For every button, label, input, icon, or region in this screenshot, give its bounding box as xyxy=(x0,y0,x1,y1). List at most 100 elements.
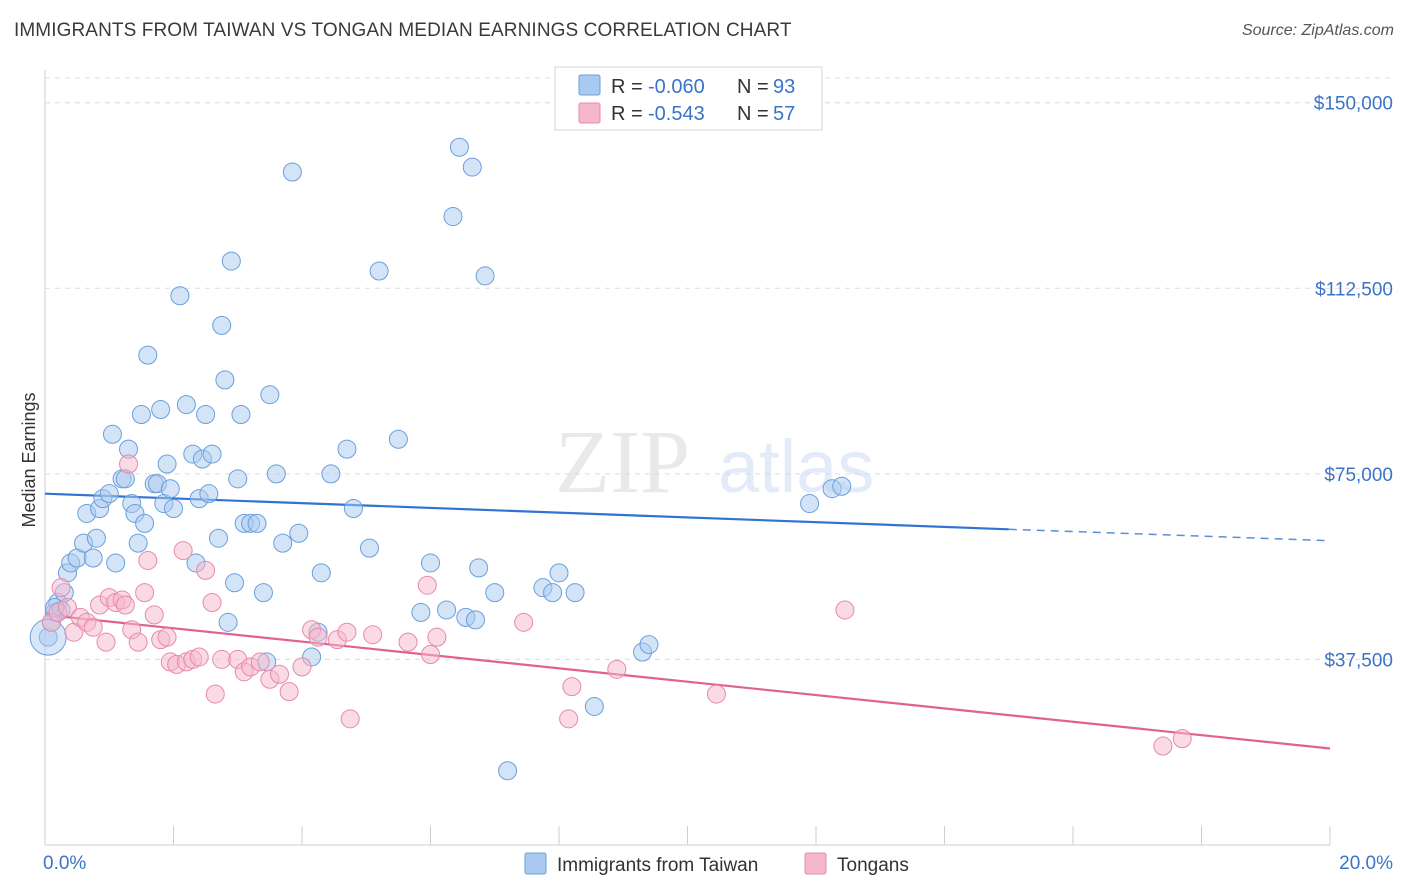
stats-legend: R = -0.060 N = 93 R = -0.543 N = 57 xyxy=(554,66,823,131)
point-tongan xyxy=(173,541,193,561)
point-tongan xyxy=(51,578,71,598)
point-taiwan xyxy=(199,484,219,504)
point-tongan xyxy=(292,657,312,677)
point-tongan xyxy=(559,709,579,729)
point-taiwan xyxy=(215,370,235,390)
point-tongan xyxy=(202,593,222,613)
x-tick-label-max: 20.0% xyxy=(1339,853,1393,874)
point-taiwan xyxy=(202,444,222,464)
point-taiwan xyxy=(800,494,820,514)
point-taiwan xyxy=(639,635,659,655)
point-taiwan xyxy=(221,251,241,271)
point-taiwan xyxy=(832,476,852,496)
point-taiwan xyxy=(260,385,280,405)
point-taiwan xyxy=(411,602,431,622)
point-tongan xyxy=(157,627,177,647)
bottom-legend-swatch-taiwan xyxy=(524,852,547,875)
point-tongan xyxy=(144,605,164,625)
point-tongan xyxy=(128,632,148,652)
point-tongan xyxy=(115,595,135,615)
point-taiwan xyxy=(498,761,518,781)
axes xyxy=(44,70,1331,846)
point-tongan xyxy=(337,622,357,642)
point-taiwan xyxy=(437,600,457,620)
tick-labels: $37,500 $75,000 $112,500 $150,000 0.0% 20.0% xyxy=(43,94,1393,874)
point-tongan xyxy=(706,684,726,704)
point-taiwan xyxy=(443,207,463,227)
point-taiwan xyxy=(282,162,302,182)
watermark-zip: ZIP xyxy=(555,413,690,512)
point-taiwan xyxy=(253,583,273,603)
legend-r-label-tongan: R = xyxy=(611,103,643,125)
point-tongan xyxy=(421,644,440,664)
point-taiwan xyxy=(102,424,122,444)
point-taiwan xyxy=(549,563,569,583)
point-taiwan xyxy=(359,538,379,558)
point-taiwan xyxy=(321,464,341,484)
point-tongan xyxy=(57,597,77,617)
point-tongan xyxy=(514,612,534,632)
point-taiwan xyxy=(266,464,286,484)
y-tick-label: $37,500 xyxy=(1324,650,1393,671)
point-taiwan xyxy=(449,137,469,157)
point-taiwan xyxy=(421,553,440,573)
point-tongan xyxy=(398,632,418,652)
point-taiwan xyxy=(337,439,357,459)
point-tongan xyxy=(83,617,103,637)
legend-n-label-tongan: N = xyxy=(737,103,769,125)
point-tongan xyxy=(363,625,383,645)
trend-lines xyxy=(44,492,1331,750)
point-tongan xyxy=(340,709,360,729)
point-taiwan xyxy=(157,454,177,474)
point-taiwan xyxy=(176,395,196,415)
trend-line-taiwan-extension xyxy=(1008,528,1331,542)
point-taiwan xyxy=(225,573,245,593)
legend-swatch-tongan xyxy=(578,102,601,124)
bottom-legend-label-tongan: Tongans xyxy=(837,855,909,876)
x-tick-label-min: 0.0% xyxy=(43,853,86,874)
point-taiwan xyxy=(131,404,151,424)
bottom-legend: Immigrants from Taiwan Tongans xyxy=(524,852,909,876)
point-tongan xyxy=(417,575,437,595)
point-tongan xyxy=(562,677,582,697)
point-tongan xyxy=(119,454,139,474)
grid-lines xyxy=(45,77,1395,660)
point-taiwan xyxy=(289,523,309,543)
point-taiwan xyxy=(247,513,267,533)
point-taiwan xyxy=(369,261,389,281)
legend-n-value-tongan: 57 xyxy=(773,103,795,125)
point-taiwan xyxy=(208,528,228,548)
point-taiwan xyxy=(135,513,155,533)
point-taiwan xyxy=(565,583,585,603)
point-tongan xyxy=(835,600,855,620)
point-taiwan xyxy=(475,266,495,286)
point-tongan xyxy=(607,659,627,679)
point-tongan xyxy=(250,652,270,672)
point-taiwan xyxy=(196,404,216,424)
legend-r-label-taiwan: R = xyxy=(611,76,643,98)
series-taiwan-points xyxy=(29,137,852,781)
point-taiwan xyxy=(218,612,238,632)
y-tick-label: $112,500 xyxy=(1315,279,1393,300)
bottom-legend-swatch-tongan xyxy=(804,852,827,875)
point-taiwan xyxy=(151,400,171,420)
point-taiwan xyxy=(106,553,126,573)
point-taiwan xyxy=(343,499,363,519)
point-taiwan xyxy=(543,583,563,603)
y-tick-label: $150,000 xyxy=(1314,94,1393,115)
point-taiwan xyxy=(128,533,148,553)
legend-n-value-taiwan: 93 xyxy=(773,76,795,98)
point-tongan xyxy=(189,647,209,667)
point-tongan xyxy=(270,664,290,684)
point-taiwan xyxy=(228,469,248,489)
point-tongan xyxy=(308,627,328,647)
point-taiwan xyxy=(311,563,331,583)
point-taiwan xyxy=(485,583,505,603)
point-taiwan xyxy=(170,286,190,306)
point-taiwan xyxy=(469,558,489,578)
trend-line-tongan xyxy=(44,613,1331,750)
point-taiwan xyxy=(231,404,251,424)
point-tongan xyxy=(427,627,447,647)
chart-title: IMMIGRANTS FROM TAIWAN VS TONGAN MEDIAN … xyxy=(14,20,792,41)
watermark: ZIP atlas xyxy=(555,413,874,512)
